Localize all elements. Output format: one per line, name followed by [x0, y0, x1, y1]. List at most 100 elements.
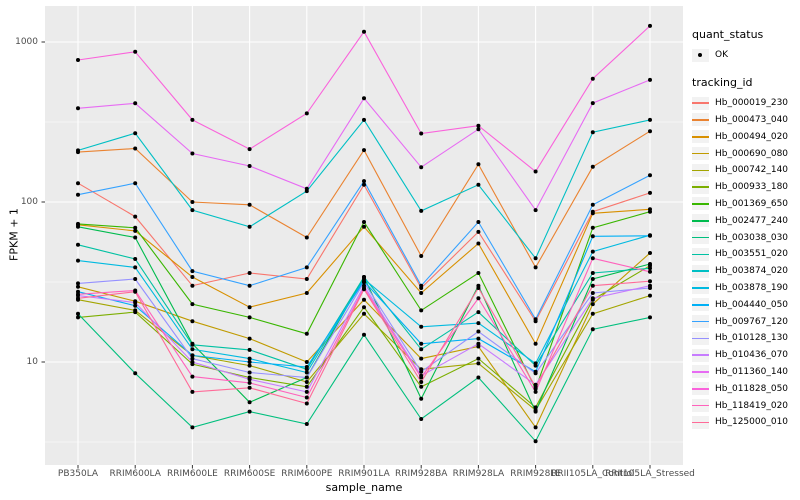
- legend-label: Hb_003551_020: [715, 249, 789, 260]
- data-point: [476, 127, 481, 132]
- legend-label: Hb_118419_020: [715, 400, 789, 411]
- legend-item-Hb_000019_230: Hb_000019_230: [692, 95, 798, 112]
- data-point: [190, 319, 195, 324]
- data-point: [648, 266, 652, 271]
- x-tick-label-RRIM600LE: RRIM600LE: [166, 469, 218, 479]
- legend-key-swatch: [692, 113, 709, 127]
- data-point: [533, 265, 538, 270]
- x-tick-label-RRIM600PE: RRIM600PE: [281, 469, 333, 479]
- data-point: [533, 409, 538, 414]
- data-point: [590, 291, 595, 295]
- legend-key-swatch: [692, 214, 709, 228]
- data-point: [190, 275, 195, 279]
- x-tick-label-RRIM600LA: RRIM600LA: [109, 469, 161, 479]
- legend-item-Hb_000690_080: Hb_000690_080: [692, 145, 798, 162]
- data-point: [590, 256, 595, 261]
- legend-key-line-icon: [692, 354, 709, 357]
- data-point: [419, 375, 424, 380]
- legend-label: Hb_009767_120: [715, 316, 789, 327]
- legend-label: Hb_003874_020: [715, 266, 789, 277]
- data-point: [76, 58, 80, 62]
- data-point: [190, 353, 195, 358]
- data-point: [76, 106, 80, 111]
- data-point: [419, 165, 424, 170]
- data-point: [247, 377, 252, 382]
- data-point: [419, 291, 424, 295]
- data-point: [476, 296, 481, 301]
- data-point: [362, 297, 366, 302]
- x-tick-label-RRII105LA_Stressed: RRII105LA_Stressed: [605, 469, 695, 479]
- legend-key-swatch: [692, 264, 709, 278]
- legend-label: Hb_004440_050: [715, 299, 789, 310]
- point-marker-icon: [698, 53, 702, 58]
- y-tick-label: 1000: [15, 36, 38, 47]
- data-point: [590, 271, 595, 275]
- legend-key-line-icon: [692, 102, 709, 105]
- legend-key-swatch: [692, 348, 709, 362]
- legend-item-Hb_001369_650: Hb_001369_650: [692, 196, 798, 213]
- legend-item-Hb_010436_070: Hb_010436_070: [692, 347, 798, 364]
- data-point: [648, 283, 652, 288]
- data-point: [190, 269, 195, 274]
- data-point: [76, 192, 80, 197]
- data-point: [247, 400, 252, 405]
- data-point: [648, 173, 652, 178]
- data-point: [247, 147, 252, 152]
- legend-key-swatch: [692, 130, 709, 144]
- data-point: [533, 384, 538, 389]
- data-point: [476, 310, 481, 315]
- legend-key-line-icon: [692, 152, 709, 155]
- data-point: [590, 311, 595, 316]
- legend-key-swatch: [692, 365, 709, 379]
- data-point: [76, 315, 80, 320]
- data-point: [76, 296, 80, 301]
- data-point: [419, 254, 424, 258]
- data-point: [304, 235, 309, 240]
- data-point: [590, 249, 595, 254]
- data-point: [419, 396, 424, 401]
- data-point: [133, 131, 138, 136]
- data-point: [247, 224, 252, 229]
- data-point: [133, 300, 138, 305]
- data-point: [190, 360, 195, 364]
- data-point: [648, 293, 652, 298]
- data-point: [533, 361, 538, 366]
- legend-label: Hb_000473_040: [715, 114, 789, 125]
- x-tick-label-RRIM928LE: RRIM928LE: [510, 469, 561, 479]
- legend-key-line-icon: [692, 169, 709, 172]
- data-point: [590, 327, 595, 332]
- data-point: [419, 324, 424, 329]
- data-point: [304, 384, 309, 389]
- legend-item-Hb_003551_020: Hb_003551_020: [692, 246, 798, 263]
- legend-key-line-icon: [692, 287, 709, 289]
- data-point: [133, 228, 138, 233]
- legend-key-ok: [692, 48, 709, 62]
- data-point: [304, 422, 309, 426]
- legend-item-Hb_010128_130: Hb_010128_130: [692, 330, 798, 347]
- data-point: [76, 224, 80, 229]
- data-point: [419, 369, 424, 374]
- legend-item-Hb_000473_040: Hb_000473_040: [692, 112, 798, 129]
- legend-item-Hb_000494_020: Hb_000494_020: [692, 128, 798, 145]
- data-point: [590, 225, 595, 230]
- data-point: [590, 164, 595, 169]
- legend-label: Hb_001369_650: [715, 198, 789, 209]
- legend-label: Hb_010128_130: [715, 333, 789, 344]
- legend-label: Hb_002477_240: [715, 215, 789, 226]
- data-point: [476, 321, 481, 326]
- data-point: [304, 111, 309, 116]
- y-tick-label: 10: [26, 356, 38, 367]
- data-point: [476, 361, 481, 366]
- data-point: [533, 405, 538, 410]
- data-point: [362, 280, 366, 285]
- data-point: [648, 117, 652, 122]
- legend-key-line-icon: [692, 186, 709, 189]
- data-point: [304, 365, 309, 369]
- data-point: [247, 202, 252, 207]
- legend-item-Hb_003038_030: Hb_003038_030: [692, 229, 798, 246]
- data-point: [190, 389, 195, 394]
- data-point: [362, 29, 366, 34]
- legend-key-line-icon: [692, 337, 709, 340]
- data-point: [304, 277, 309, 281]
- data-point: [648, 233, 652, 238]
